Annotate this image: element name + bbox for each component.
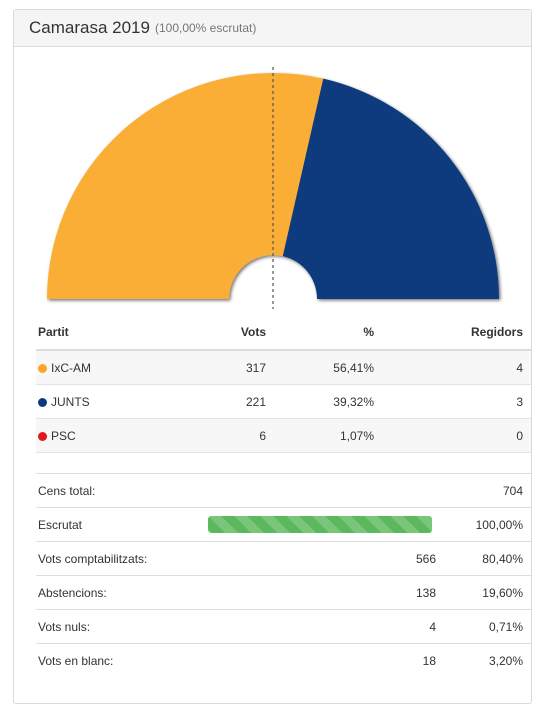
table-row: PSC 6 1,07% 0 xyxy=(36,418,531,453)
counted-label: Escrutat xyxy=(36,507,196,542)
stat-count: 4 xyxy=(196,609,444,644)
results-panel: Camarasa 2019 (100,00% escrutat) Partit … xyxy=(13,9,532,704)
party-color-dot xyxy=(38,397,47,407)
seats-cell: 3 xyxy=(382,384,531,419)
stats-row: Vots comptabilitzats: 566 80,40% xyxy=(36,541,531,576)
stat-label: Vots nuls: xyxy=(36,609,196,644)
counted-progress xyxy=(196,507,444,542)
stats-row-census: Cens total: 704 xyxy=(36,473,531,508)
progress-track xyxy=(208,516,432,533)
votes-cell: 221 xyxy=(196,384,274,419)
pct-cell: 1,07% xyxy=(274,418,382,453)
census-value: 704 xyxy=(444,473,531,508)
party-cell: IxC-AM xyxy=(36,350,196,385)
party-name: JUNTS xyxy=(51,394,90,409)
stat-pct: 19,60% xyxy=(444,575,531,610)
counted-value: 100,00% xyxy=(444,507,531,542)
stats-table: Cens total: 704 Escrutat 100,00% Vots co… xyxy=(36,473,531,677)
seat-slice-ixc-am xyxy=(47,72,324,299)
results-table: Partit Vots % Regidors IxC-AM 317 56,41%… xyxy=(36,315,531,453)
stat-label: Abstencions: xyxy=(36,575,196,610)
header-seats: Regidors xyxy=(382,315,531,351)
results-header-row: Partit Vots % Regidors xyxy=(36,315,531,351)
seats-cell: 0 xyxy=(382,418,531,453)
party-color-dot xyxy=(38,363,47,373)
table-row: IxC-AM 317 56,41% 4 xyxy=(36,350,531,385)
progress-bar-fill xyxy=(208,516,432,533)
pct-cell: 39,32% xyxy=(274,384,382,419)
page-title: Camarasa 2019 xyxy=(29,18,150,37)
header-pct: % xyxy=(274,315,382,351)
party-name: PSC xyxy=(51,428,76,443)
stat-label: Vots en blanc: xyxy=(36,643,196,677)
stat-pct: 80,40% xyxy=(444,541,531,576)
stat-label: Vots comptabilitzats: xyxy=(36,541,196,576)
census-label: Cens total: xyxy=(36,473,196,508)
stats-row: Vots en blanc: 18 3,20% xyxy=(36,643,531,677)
stat-count: 566 xyxy=(196,541,444,576)
votes-cell: 6 xyxy=(196,418,274,453)
stat-pct: 0,71% xyxy=(444,609,531,644)
table-row: JUNTS 221 39,32% 3 xyxy=(36,384,531,419)
pct-cell: 56,41% xyxy=(274,350,382,385)
votes-cell: 317 xyxy=(196,350,274,385)
seats-cell: 4 xyxy=(382,350,531,385)
stat-count: 138 xyxy=(196,575,444,610)
party-cell: JUNTS xyxy=(36,384,196,419)
party-cell: PSC xyxy=(36,418,196,453)
stat-pct: 3,20% xyxy=(444,643,531,677)
seat-chart xyxy=(47,67,500,309)
stats-row-counted: Escrutat 100,00% xyxy=(36,507,531,542)
stats-row: Abstencions: 138 19,60% xyxy=(36,575,531,610)
header-votes: Vots xyxy=(196,315,274,351)
party-color-dot xyxy=(38,431,47,441)
party-name: IxC-AM xyxy=(51,360,91,375)
stats-row: Vots nuls: 4 0,71% xyxy=(36,609,531,644)
panel-header: Camarasa 2019 (100,00% escrutat) xyxy=(14,10,531,47)
page-subtitle: (100,00% escrutat) xyxy=(154,21,257,35)
header-party: Partit xyxy=(36,315,196,351)
seat-slice-junts xyxy=(282,78,500,299)
stat-count: 18 xyxy=(196,643,444,677)
